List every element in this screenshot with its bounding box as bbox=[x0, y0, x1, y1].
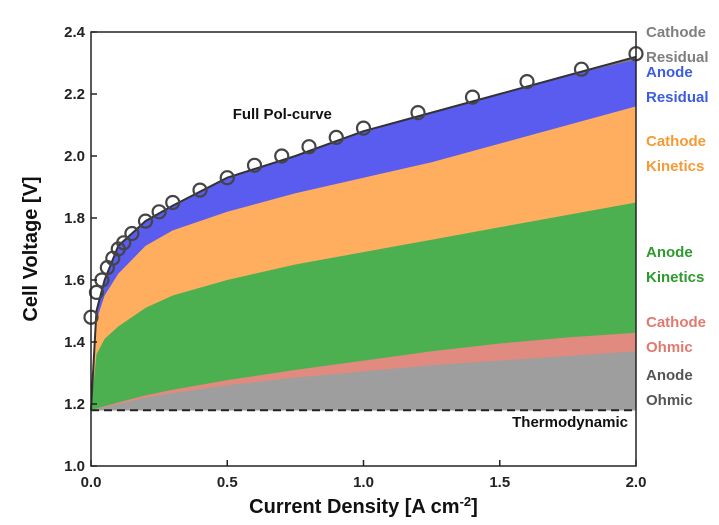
pol-curve-point bbox=[355, 120, 372, 136]
x-tick-label: 1.5 bbox=[489, 474, 510, 491]
pol-curve-point bbox=[165, 194, 181, 211]
pol-curve-point bbox=[410, 104, 426, 121]
legend-entry-line: Residual bbox=[646, 89, 709, 106]
pol-curve-point bbox=[124, 225, 140, 242]
legend-entry-line: Kinetics bbox=[646, 158, 704, 175]
x-tick-label: 2.0 bbox=[626, 474, 647, 491]
legend-entry-line: Anode bbox=[646, 367, 693, 384]
y-tick-label: 1.8 bbox=[64, 210, 85, 227]
area-anode-ohmic bbox=[91, 351, 636, 411]
stacked-areas bbox=[90, 55, 637, 411]
pol-curve-point bbox=[573, 61, 590, 77]
legend-entry-line: Cathode bbox=[646, 24, 706, 41]
legend-entry-line: Anode bbox=[646, 244, 693, 261]
legend-entry-line: Ohmic bbox=[646, 392, 693, 409]
full-curve-line bbox=[90, 55, 637, 411]
legend-entry-line: Kinetics bbox=[646, 269, 704, 286]
x-tick-label: 1.0 bbox=[353, 474, 374, 491]
pol-curve-point bbox=[219, 170, 235, 186]
pol-curve-point bbox=[301, 139, 317, 155]
legend-entry-line: Ohmic bbox=[646, 339, 693, 356]
x-tick-label: 0.5 bbox=[217, 474, 238, 491]
pol-curve-markers bbox=[83, 46, 644, 325]
y-tick-label: 2.4 bbox=[64, 24, 86, 41]
x-axis-ticks: 0.0 0.5 1.0 1.5 2.0 bbox=[81, 460, 647, 491]
pol-curve-point bbox=[246, 157, 263, 173]
pol-curve-point bbox=[464, 89, 481, 105]
x-axis-label: Current Density [A cm-2] bbox=[249, 494, 478, 519]
y-tick-label: 1.6 bbox=[64, 272, 85, 289]
pol-curve-point bbox=[328, 129, 344, 145]
x-tick-label: 0.0 bbox=[81, 474, 102, 491]
pol-curve-point bbox=[116, 235, 132, 251]
full-pol-curve-label: Full Pol-curve bbox=[233, 106, 332, 123]
legend-entry-line: Cathode bbox=[646, 314, 706, 331]
legend-entry-line: Residual bbox=[646, 49, 709, 66]
y-axis-label: Cell Voltage [V] bbox=[20, 176, 42, 321]
y-axis-ticks: 1.0 1.2 1.4 1.6 1.8 2.0 2.2 2.4 bbox=[64, 24, 97, 475]
y-tick-label: 1.0 bbox=[64, 458, 85, 475]
legend-entry-line: Anode bbox=[646, 64, 693, 81]
y-tick-label: 1.2 bbox=[64, 396, 85, 413]
pol-curve-point bbox=[519, 73, 535, 90]
pol-curve-point bbox=[151, 204, 167, 220]
pol-curve-point bbox=[88, 284, 105, 300]
pol-curve-point bbox=[192, 182, 208, 198]
y-tick-label: 2.2 bbox=[64, 86, 85, 103]
pol-curve-point bbox=[137, 213, 154, 229]
y-tick-label: 2.0 bbox=[64, 148, 85, 165]
pol-curve-point bbox=[274, 148, 290, 164]
y-tick-label: 1.4 bbox=[64, 334, 86, 351]
legend-entry-line: Cathode bbox=[646, 133, 706, 150]
thermodynamic-label: Thermodynamic bbox=[512, 414, 628, 431]
legend: CathodeResidualAnodeResidualCathodeKinet… bbox=[646, 24, 709, 409]
